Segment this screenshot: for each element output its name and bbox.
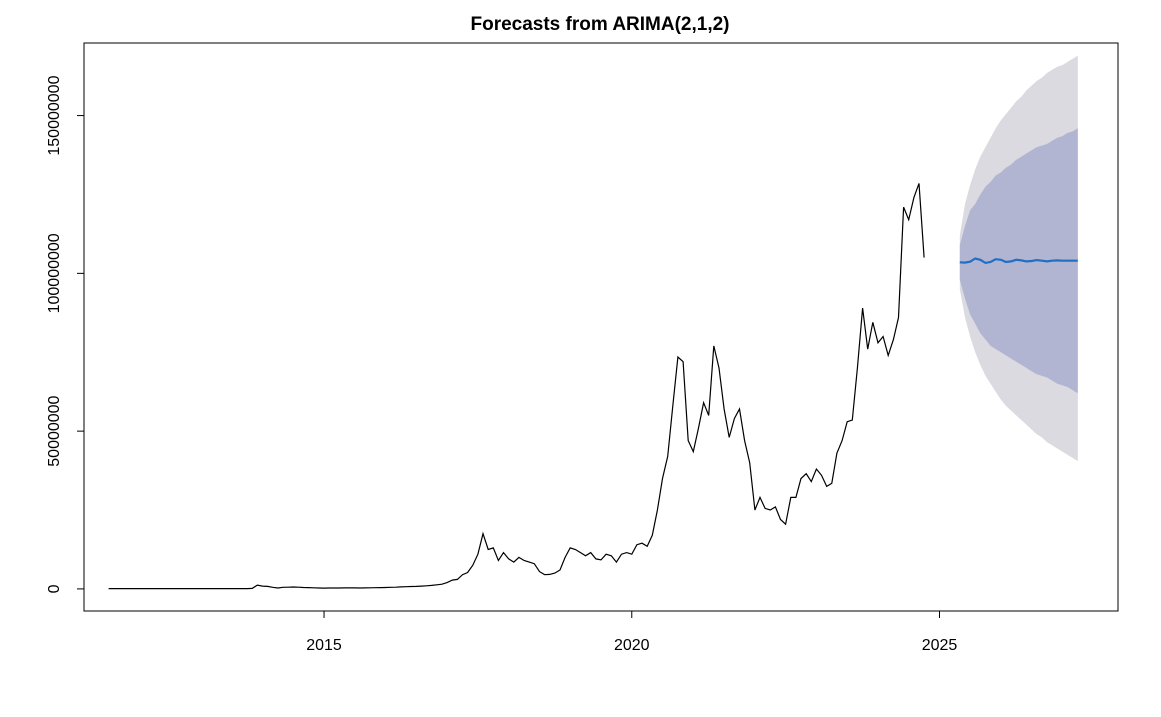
y-tick-label: 0 <box>46 584 63 593</box>
chart-title: Forecasts from ARIMA(2,1,2) <box>470 14 729 35</box>
x-axis: 2015 2020 2025 <box>306 610 958 654</box>
x-tick-label: 2020 <box>614 637 650 654</box>
forecast-mean-line <box>959 257 1078 265</box>
y-tick-label: 100000000 <box>46 233 63 313</box>
y-axis: 0 50000000 100000000 150000000 <box>46 75 85 593</box>
x-tick-label: 2025 <box>922 637 958 654</box>
observed-series-line <box>108 183 925 590</box>
y-tick-label: 150000000 <box>46 75 63 155</box>
plot-area <box>108 55 1078 590</box>
x-tick-label: 2015 <box>306 637 342 654</box>
y-tick-label: 50000000 <box>46 395 63 466</box>
plot-frame <box>83 42 1119 612</box>
